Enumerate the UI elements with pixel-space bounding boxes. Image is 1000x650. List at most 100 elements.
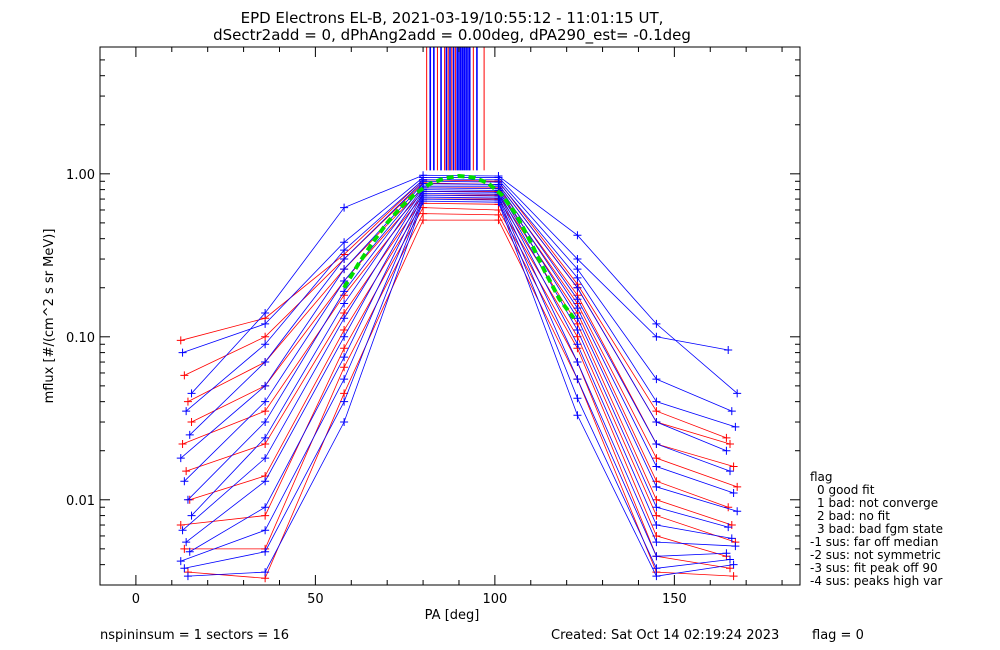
red-data-point — [187, 418, 196, 427]
red-data-point — [180, 371, 189, 380]
blue-data-point — [340, 287, 349, 296]
blue-data-point — [573, 358, 582, 367]
blue-series-line — [189, 180, 736, 436]
axis-layer: 0 50 100 150 0.01 0.10 1.00 — [66, 46, 800, 607]
blue-data-point — [733, 507, 742, 516]
blue-data-point — [726, 555, 734, 564]
red-data-point — [340, 389, 349, 398]
red-data-point — [183, 397, 192, 406]
blue-data-point — [731, 422, 740, 431]
plot-frame — [99, 46, 801, 586]
red-data-point — [340, 344, 349, 353]
blue-series-line — [184, 198, 731, 569]
blue-data-point — [261, 397, 270, 406]
red-series-line — [180, 207, 727, 557]
legend-item: -3 sus: fit peak off 90 — [810, 561, 938, 575]
red-data-point — [722, 433, 731, 442]
footer-spin-info: nspininsum = 1 sectors = 16 — [100, 628, 289, 643]
x-tick-label: 100 — [482, 592, 507, 607]
chart-title-line2: dSectr2add = 0, dPhAng2add = 0.00deg, dP… — [213, 26, 691, 45]
blue-data-point — [261, 319, 270, 328]
legend-item: 2 bad: no fit — [817, 509, 890, 523]
blue-data-point — [724, 345, 733, 354]
blue-data-point — [733, 389, 742, 398]
blue-data-point — [185, 547, 194, 556]
blue-data-point — [261, 340, 270, 349]
footer-created: Created: Sat Oct 14 02:19:24 2023 — [551, 628, 779, 643]
red-series-line — [191, 191, 738, 488]
blue-data-point — [727, 534, 736, 543]
blue-data-point — [652, 418, 661, 427]
red-data-point — [727, 521, 736, 530]
blue-data-point — [652, 572, 661, 581]
blue-data-point — [340, 332, 349, 341]
blue-data-point — [573, 295, 582, 304]
blue-data-point — [340, 276, 349, 285]
blue-data-point — [340, 397, 349, 406]
footer-flag: flag = 0 — [812, 628, 864, 643]
blue-data-point — [261, 308, 270, 317]
blue-data-point — [727, 407, 736, 416]
blue-data-point — [187, 389, 196, 398]
flag-legend: flag 0 good fit 1 bad: not converge 2 ba… — [810, 470, 943, 588]
blue-data-point — [726, 467, 734, 476]
red-data-point — [176, 521, 185, 530]
red-data-point — [726, 564, 734, 573]
red-data-point — [726, 439, 734, 448]
red-data-point — [182, 467, 191, 476]
blue-data-point — [652, 462, 661, 471]
blue-data-point — [340, 255, 349, 264]
red-data-point — [340, 363, 349, 372]
blue-data-point — [178, 348, 187, 357]
blue-series-line — [189, 194, 736, 553]
x-tick-label: 50 — [307, 592, 324, 607]
blue-data-point — [729, 560, 738, 569]
fit-curve — [342, 173, 576, 320]
blue-data-point — [573, 304, 582, 313]
blue-data-point — [573, 231, 582, 240]
blue-data-point — [261, 433, 270, 442]
blue-data-point — [180, 564, 189, 573]
blue-data-point — [652, 332, 661, 341]
blue-series-line — [184, 185, 731, 482]
legend-item: -2 sus: not symmetric — [810, 548, 941, 562]
blue-data-point — [722, 446, 731, 455]
blue-data-point — [652, 538, 661, 547]
blue-data-point — [573, 394, 582, 403]
blue-data-point — [573, 273, 582, 282]
blue-data-point — [573, 375, 582, 384]
blue-data-point — [722, 549, 731, 558]
blue-data-point — [261, 526, 270, 535]
blue-data-point — [419, 197, 428, 206]
blue-data-point — [261, 381, 270, 390]
blue-data-point — [182, 538, 191, 547]
blue-data-point — [183, 572, 192, 581]
blue-data-point — [573, 255, 582, 264]
blue-series-line — [185, 192, 732, 543]
blue-data-point — [340, 203, 349, 212]
blue-series-line — [191, 174, 738, 394]
blue-data-point — [340, 299, 349, 308]
legend-title: flag — [810, 470, 833, 484]
blue-data-point — [652, 564, 661, 573]
blue-data-point — [573, 265, 582, 274]
legend-item: 3 bad: bad fgm state — [817, 522, 943, 536]
blue-data-point — [494, 198, 503, 207]
blue-data-point — [652, 375, 661, 384]
red-data-point — [733, 482, 742, 491]
blue-data-point — [176, 557, 185, 566]
blue-data-point — [261, 568, 270, 577]
blue-data-point — [652, 503, 661, 512]
x-tick-label: 0 — [132, 592, 140, 607]
legend-item: -4 sus: peaks high var — [810, 574, 943, 588]
blue-data-point — [573, 326, 582, 335]
blue-series-line — [182, 191, 729, 531]
blue-data-point — [340, 353, 349, 362]
blue-data-point — [340, 314, 349, 323]
red-series-line — [180, 179, 727, 439]
y-axis-label: mflux [#/(cm^2 s sr MeV)] — [42, 229, 57, 404]
blue-data-point — [340, 375, 349, 384]
blue-data-point — [261, 547, 270, 556]
blue-data-point — [652, 552, 661, 561]
